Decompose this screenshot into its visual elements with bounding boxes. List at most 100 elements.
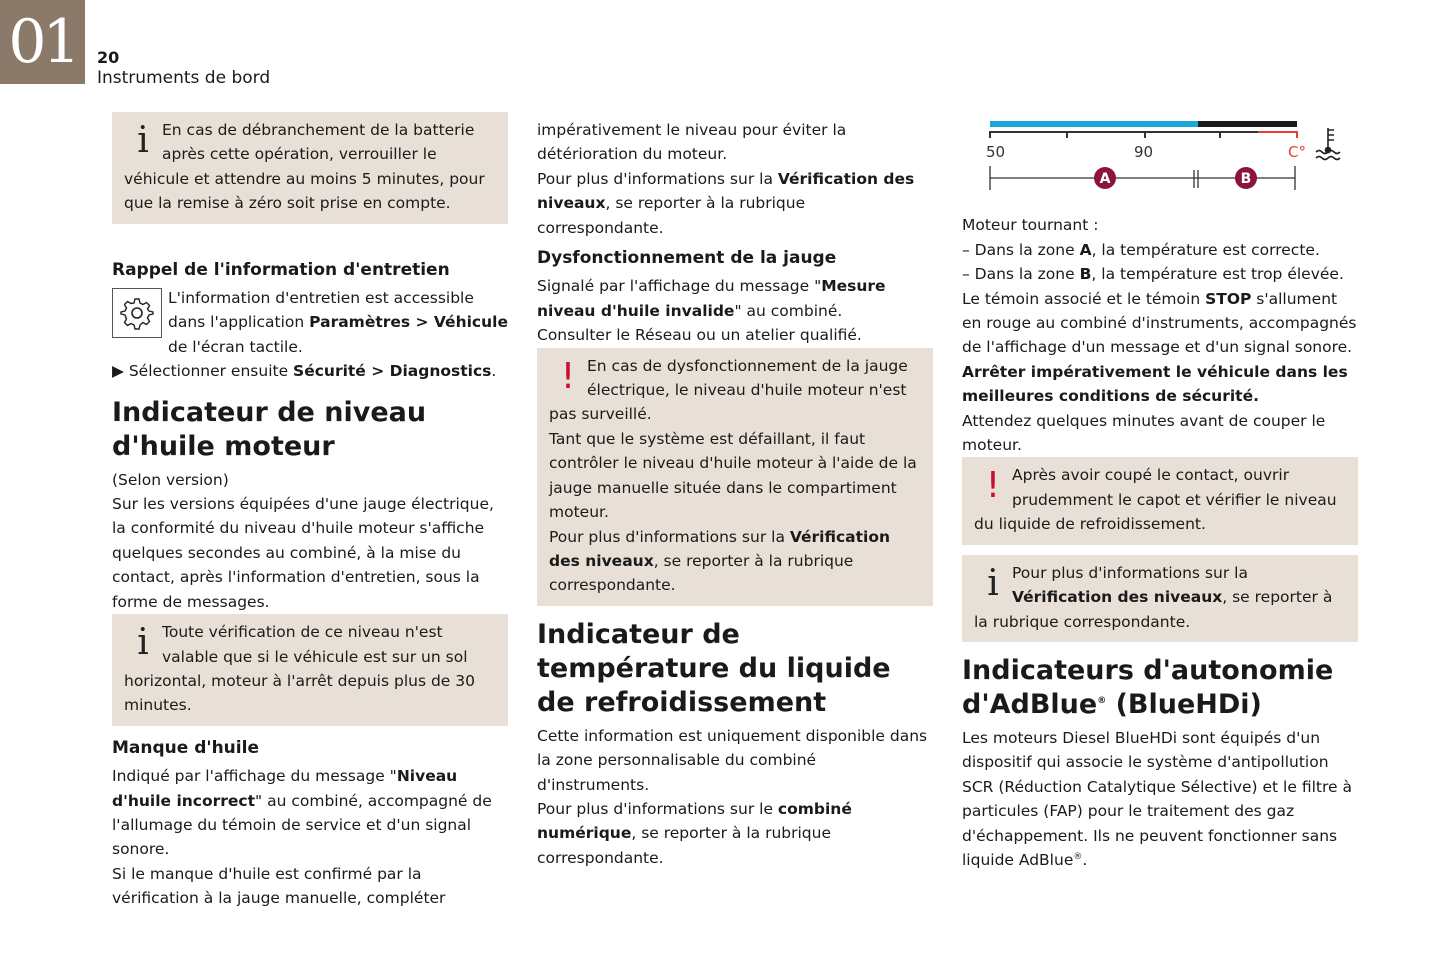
text-run: Signalé par l'affichage du message " (537, 277, 822, 296)
zone-b-label: B (1241, 171, 1252, 187)
text-run: Indicateur de niveau d'huile moteur (112, 396, 427, 462)
settings-gear-icon (112, 288, 162, 339)
text-run: En cas de dysfonctionnement de la jauge … (549, 356, 908, 424)
paragraph: Les moteurs Diesel BlueHDi sont équipés … (962, 726, 1358, 872)
info-note: i Toute vérification de ce niveau n'est v… (112, 614, 508, 726)
gauge-high-bar (1198, 121, 1297, 127)
paragraph: ▶ Sélectionner ensuite Sécurité > Diagno… (112, 359, 508, 383)
text-run: , se reporter à la rubrique correspondan… (537, 824, 831, 867)
warning-note: ! Après avoir coupé le contact, ouvrir pr… (962, 457, 1358, 545)
zone-b-badge (1235, 167, 1257, 189)
tick-50: 50 (986, 143, 1005, 161)
text-run: Indiqué par l'affichage du message " (112, 767, 397, 786)
column-3: 50 90 C° A B Moteur tournant : – Dans la … (962, 118, 1358, 872)
chapter-tab: 01 (0, 0, 85, 84)
text-run: STOP (1205, 289, 1252, 308)
subsection-heading: Rappel de l'information d'entretien (112, 258, 508, 282)
text-run: , se reporter à la rubrique correspondan… (549, 551, 854, 595)
text-run: Pour plus d'informations sur la (1012, 563, 1248, 582)
text-run: " au combiné, accompagné de l'allumage d… (112, 791, 492, 859)
text-run: , se reporter à la rubrique correspondan… (537, 194, 806, 237)
warning-note: ! En cas de dysfonctionnement de la jauge… (537, 347, 933, 606)
text-run: Manque d'huile (112, 737, 259, 758)
paragraph: Consulter le Réseau ou un atelier qualif… (537, 323, 933, 347)
warning-icon: ! (560, 355, 576, 397)
paragraph: Attendez quelques minutes avant de coupe… (962, 409, 1358, 458)
info-note: i En cas de débranchement de la batterie … (112, 112, 508, 224)
page-number: 20 (97, 48, 120, 67)
subsection-heading: Manque d'huile (112, 736, 508, 760)
text-run: impérativement le niveau pour éviter la … (537, 121, 847, 164)
text-run: Consulter le Réseau ou un atelier qualif… (537, 326, 862, 345)
text-run: Niveau d'huile incorrect (112, 767, 458, 810)
paragraph: Arrêter impérativement le véhicule dans … (962, 360, 1358, 409)
paragraph: – Dans la zone B, la température est tro… (962, 262, 1358, 286)
text-run: Indicateurs d'autonomie d'AdBlue (962, 654, 1334, 720)
text-run: Indicateur de température du liquide de … (537, 618, 891, 718)
text-run: Pour plus d'informations sur la (537, 169, 778, 188)
text-run: A (1079, 240, 1092, 259)
text-run: Mesure niveau d'huile invalide (537, 277, 886, 320)
section-heading: Indicateur de température du liquide de … (537, 618, 933, 720)
text-run: , se reporter à la rubrique correspondan… (974, 588, 1333, 631)
paragraph: Si le manque d'huile est confirmé par la… (112, 862, 508, 911)
section-heading: Indicateur de niveau d'huile moteur (112, 396, 508, 464)
text-run: Rappel de l'information d'entretien (112, 259, 450, 280)
text-run: Arrêter impérativement le véhicule dans … (962, 362, 1348, 406)
text-run: de l'écran tactile. (168, 337, 303, 356)
paragraph: Moteur tournant : (962, 213, 1358, 237)
text-run: Après avoir coupé le contact, ouvrir pru… (974, 466, 1337, 534)
paragraph: impérativement le niveau pour éviter la … (537, 118, 933, 167)
text-run: Les moteurs Diesel BlueHDi sont équipés … (962, 728, 1352, 869)
text-run: Cette information est uniquement disponi… (537, 726, 928, 794)
tick-90: 90 (1134, 143, 1153, 161)
text-run: , la température est trop élevée. (1091, 265, 1344, 284)
text-run: Sécurité > Diagnostics (293, 362, 492, 381)
text-run: ® (1097, 695, 1107, 706)
column-2: impérativement le niveau pour éviter la … (537, 118, 933, 870)
paragraph: Pour plus d'informations sur la Vérifica… (537, 167, 933, 240)
text-run: Le témoin associé et le témoin (962, 289, 1206, 308)
text-run: En cas de débranchement de la batterie a… (124, 121, 485, 213)
text-run: . (491, 362, 497, 381)
text-run: (Selon version) (112, 470, 229, 489)
warning-icon: ! (985, 465, 1001, 507)
text-run: (BlueHDi) (1106, 688, 1262, 720)
paragraph: Signalé par l'affichage du message "Mesu… (537, 274, 933, 323)
text-run: Vérification des niveaux (549, 527, 891, 570)
text-run: Vérification des niveaux (1012, 588, 1223, 607)
column-1: i En cas de débranchement de la batterie … (112, 112, 508, 911)
info-icon: i (137, 120, 149, 161)
spacer (112, 234, 508, 252)
paragraph: – Dans la zone A, la température est cor… (962, 238, 1358, 262)
text-run: " au combiné. (734, 301, 843, 320)
gauge-scale (989, 131, 1258, 138)
info-icon: i (987, 562, 999, 604)
text-run: Sur les versions équipées d'une jauge él… (112, 495, 494, 611)
text-run: ▶ Sélectionner ensuite (112, 362, 294, 381)
gauge-danger-scale (1258, 131, 1298, 138)
info-icon: i (137, 622, 149, 664)
zone-a-badge (1094, 167, 1116, 189)
text-run: Vérification des niveaux (537, 169, 915, 213)
text-run: – Dans la zone (962, 240, 1080, 259)
section-title: Instruments de bord (97, 68, 271, 88)
zone-arrows (989, 166, 1296, 190)
gauge-figure: 50 90 C° A B (962, 118, 1358, 207)
text-run: Paramètres > Véhicule (309, 313, 508, 332)
text-run: Moteur tournant : (962, 216, 1099, 235)
text-run: Tant que le système est défaillant, il f… (549, 429, 917, 522)
info-note: i Pour plus d'informations sur la Vérific… (962, 554, 1358, 642)
paragraph: Indiqué par l'affichage du message "Nive… (112, 764, 508, 862)
coolant-temperature-icon (1315, 128, 1341, 161)
text-run: ® (1073, 851, 1083, 862)
text-run: . (1082, 850, 1088, 869)
text-run: , la température est correcte. (1091, 240, 1320, 259)
text-run: combiné numérique (537, 799, 852, 843)
paragraph: (Selon version) (112, 468, 508, 492)
text-run: L'information d'entretien est accessible… (168, 289, 474, 332)
text-run: Attendez quelques minutes avant de coupe… (962, 411, 1326, 455)
paragraph: Le témoin associé et le témoin STOP s'al… (962, 287, 1358, 360)
paragraph: L'information d'entretien est accessible… (112, 286, 508, 359)
text-run: Toute vérification de ce niveau n'est va… (124, 623, 475, 715)
